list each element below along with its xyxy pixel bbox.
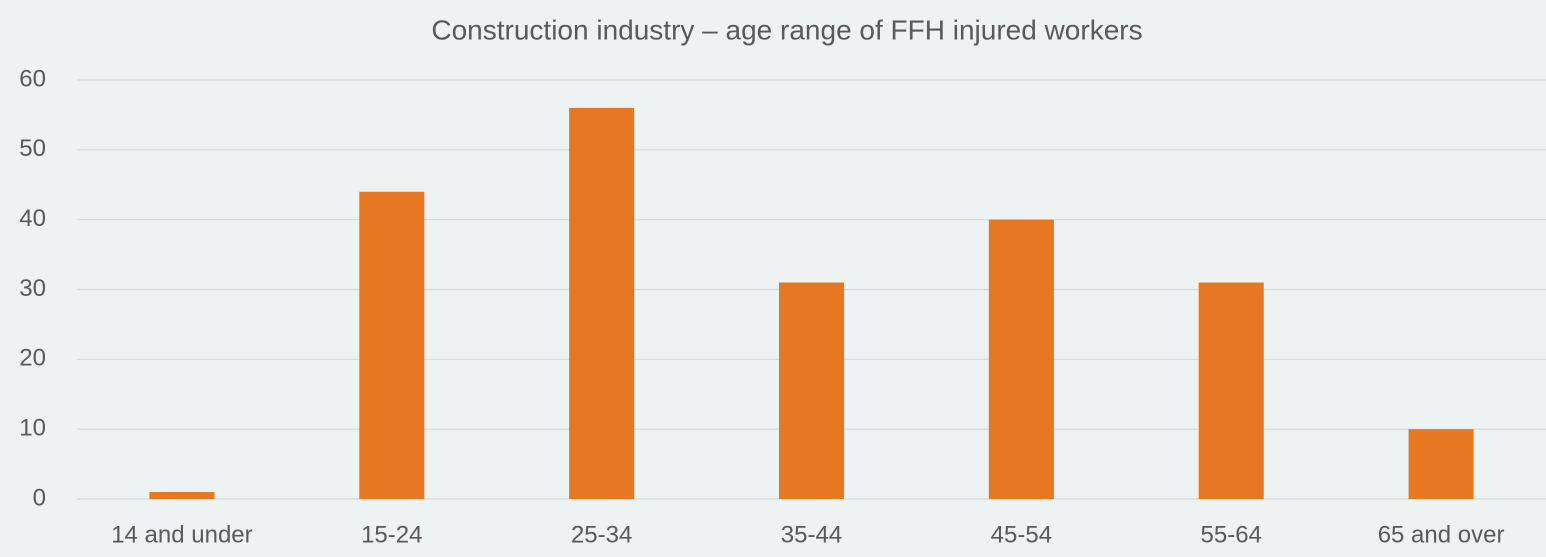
bar xyxy=(149,492,215,499)
x-tick-label: 25-34 xyxy=(571,521,632,548)
bar xyxy=(988,219,1054,499)
x-tick-label: 35-44 xyxy=(781,521,842,548)
x-tick-label: 55-64 xyxy=(1201,521,1262,548)
y-tick-label: 0 xyxy=(33,484,46,511)
bar xyxy=(569,107,635,499)
x-tick-label: 14 and under xyxy=(111,521,252,548)
x-tick-label: 45-54 xyxy=(991,521,1052,548)
x-tick-label: 65 and over xyxy=(1378,521,1505,548)
chart-title: Construction industry – age range of FFH… xyxy=(431,14,1142,45)
bar xyxy=(1198,282,1264,499)
bar xyxy=(359,191,425,499)
y-tick-label: 10 xyxy=(19,415,46,442)
y-tick-label: 30 xyxy=(19,275,46,302)
y-tick-label: 60 xyxy=(19,65,46,92)
y-tick-label: 50 xyxy=(19,135,46,162)
x-tick-label: 15-24 xyxy=(361,521,422,548)
y-tick-label: 20 xyxy=(19,345,46,372)
bar xyxy=(778,282,845,499)
bar xyxy=(1408,429,1474,499)
y-tick-label: 40 xyxy=(19,205,46,232)
